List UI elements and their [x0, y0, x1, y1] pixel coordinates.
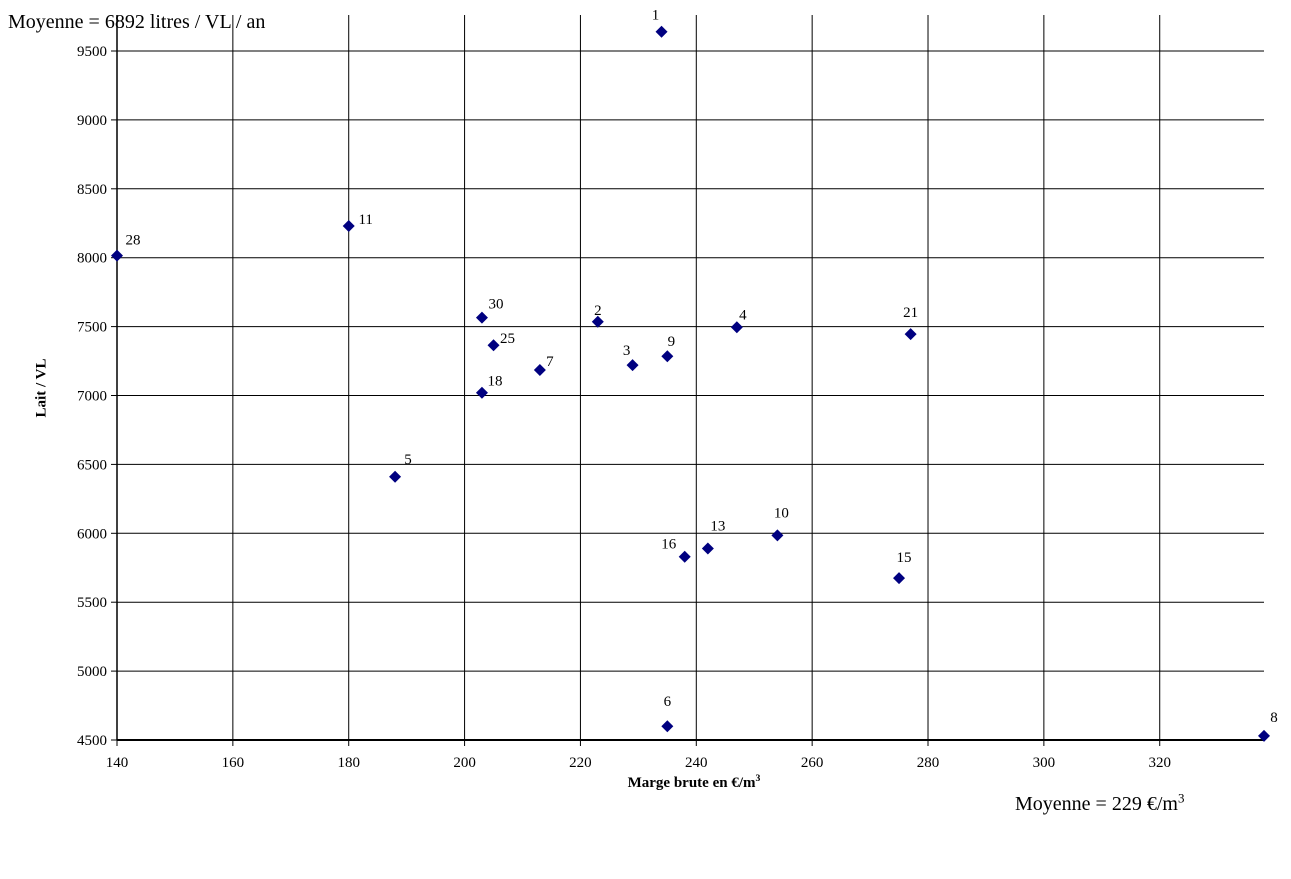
- data-point-label-25: 25: [500, 331, 515, 347]
- x-tick-label: 140: [106, 755, 129, 771]
- data-point-25: [487, 339, 500, 352]
- data-point-10: [771, 529, 784, 542]
- data-point-label-28: 28: [126, 233, 141, 249]
- data-point-label-16: 16: [661, 537, 677, 553]
- x-axis-label: Marge brute en €/m3: [627, 773, 761, 792]
- y-tick-label: 9500: [77, 44, 107, 60]
- data-point-label-15: 15: [897, 550, 912, 566]
- x-axis-label-text: Marge brute en €/m: [627, 775, 756, 791]
- x-tick-label: 200: [453, 755, 476, 771]
- y-tick-label: 6000: [77, 526, 107, 542]
- data-point-label-2: 2: [594, 303, 602, 319]
- data-point-label-5: 5: [404, 452, 412, 468]
- y-tick-label: 8000: [77, 251, 107, 267]
- data-point-label-10: 10: [774, 505, 789, 521]
- data-point-9: [661, 350, 674, 363]
- data-point-label-6: 6: [664, 694, 672, 710]
- data-point-16: [678, 550, 691, 563]
- data-point-15: [893, 572, 906, 585]
- data-point-3: [626, 359, 639, 372]
- y-tick-label: 7000: [77, 389, 107, 405]
- data-point-label-18: 18: [487, 374, 502, 390]
- x-axis-label-exponent: 3: [755, 773, 761, 784]
- data-point-label-30: 30: [488, 297, 503, 313]
- data-point-6: [661, 720, 674, 733]
- x-tick-label: 320: [1148, 755, 1171, 771]
- data-point-label-9: 9: [668, 334, 676, 350]
- average-margin-exponent: 3: [1177, 790, 1185, 806]
- y-axis-label: Lait / VL: [33, 358, 50, 418]
- average-milk-annotation: Moyenne = 6892 litres / VL / an: [8, 11, 266, 33]
- data-point-label-11: 11: [358, 212, 372, 228]
- data-point-7: [533, 364, 546, 377]
- y-tick-label: 8500: [77, 182, 107, 198]
- data-point-18: [475, 386, 488, 399]
- x-tick-label: 160: [222, 755, 245, 771]
- x-tick-label: 240: [685, 755, 708, 771]
- data-point-label-4: 4: [739, 307, 747, 323]
- data-point-label-21: 21: [903, 305, 918, 321]
- x-tick-label: 300: [1033, 755, 1056, 771]
- x-tick-label: 180: [337, 755, 360, 771]
- data-point-label-8: 8: [1270, 710, 1278, 726]
- data-point-13: [701, 542, 714, 555]
- y-tick-label: 9000: [77, 113, 107, 129]
- y-tick-label: 4500: [77, 733, 107, 749]
- data-point-label-13: 13: [710, 518, 725, 534]
- y-tick-label: 6500: [77, 457, 107, 473]
- data-point-label-7: 7: [546, 354, 554, 370]
- data-point-label-1: 1: [652, 8, 660, 24]
- data-point-28: [111, 249, 123, 262]
- average-margin-text: Moyenne = 229 €/m: [1015, 793, 1178, 815]
- data-point-8: [1258, 729, 1270, 742]
- x-tick-label: 220: [569, 755, 592, 771]
- data-point-2: [591, 315, 604, 328]
- data-point-21: [904, 328, 917, 341]
- average-margin-annotation: Moyenne = 229 €/m3: [1015, 790, 1185, 816]
- x-tick-label: 260: [801, 755, 824, 771]
- data-point-4: [730, 321, 743, 334]
- data-point-11: [342, 220, 355, 233]
- data-point-5: [389, 470, 402, 483]
- data-point-1: [655, 25, 668, 38]
- data-point-30: [475, 311, 488, 324]
- y-tick-label: 5000: [77, 664, 107, 680]
- data-point-label-3: 3: [623, 343, 631, 359]
- x-tick-label: 280: [917, 755, 940, 771]
- y-tick-label: 5500: [77, 595, 107, 611]
- y-tick-label: 7500: [77, 320, 107, 336]
